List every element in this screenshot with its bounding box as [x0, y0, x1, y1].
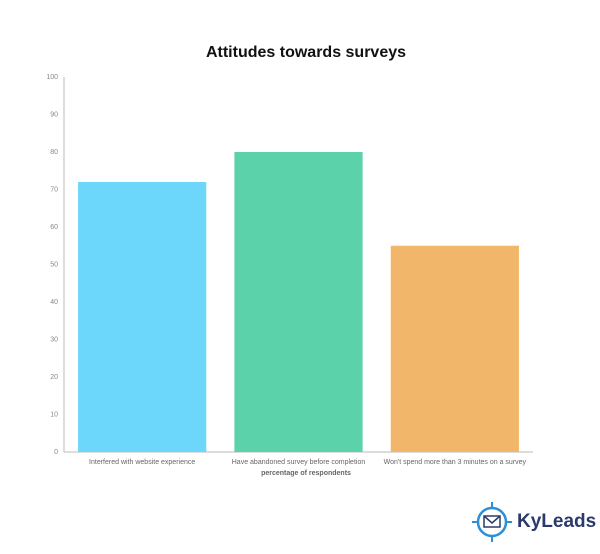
logo-envelope-flap: [483, 515, 501, 524]
y-tick-label: 10: [50, 411, 58, 418]
x-tick-label: Have abandoned survey before completion: [232, 459, 366, 466]
logo-envelope: [483, 515, 501, 528]
x-axis-label: percentage of respondents: [261, 470, 351, 477]
bar: [390, 245, 519, 452]
y-tick-label: 80: [50, 149, 58, 156]
y-tick-label: 0: [54, 449, 58, 456]
y-tick-label: 20: [50, 374, 58, 381]
x-tick-label: Won't spend more than 3 minutes on a sur…: [384, 459, 527, 466]
y-tick-label: 40: [50, 299, 58, 306]
logo-text: KyLeads: [517, 511, 596, 532]
x-tick-label: Interfered with website experience: [89, 459, 195, 466]
logo: KyLeads: [472, 502, 596, 542]
y-tick-label: 100: [46, 74, 58, 81]
y-tick-label: 70: [50, 186, 58, 193]
y-tick-label: 60: [50, 224, 58, 231]
y-tick-label: 50: [50, 261, 58, 268]
y-tick-label: 30: [50, 336, 58, 343]
bar: [234, 152, 363, 452]
y-tick-label: 90: [50, 111, 58, 118]
chart-title: Attitudes towards surveys: [206, 44, 406, 61]
bar: [78, 182, 207, 452]
